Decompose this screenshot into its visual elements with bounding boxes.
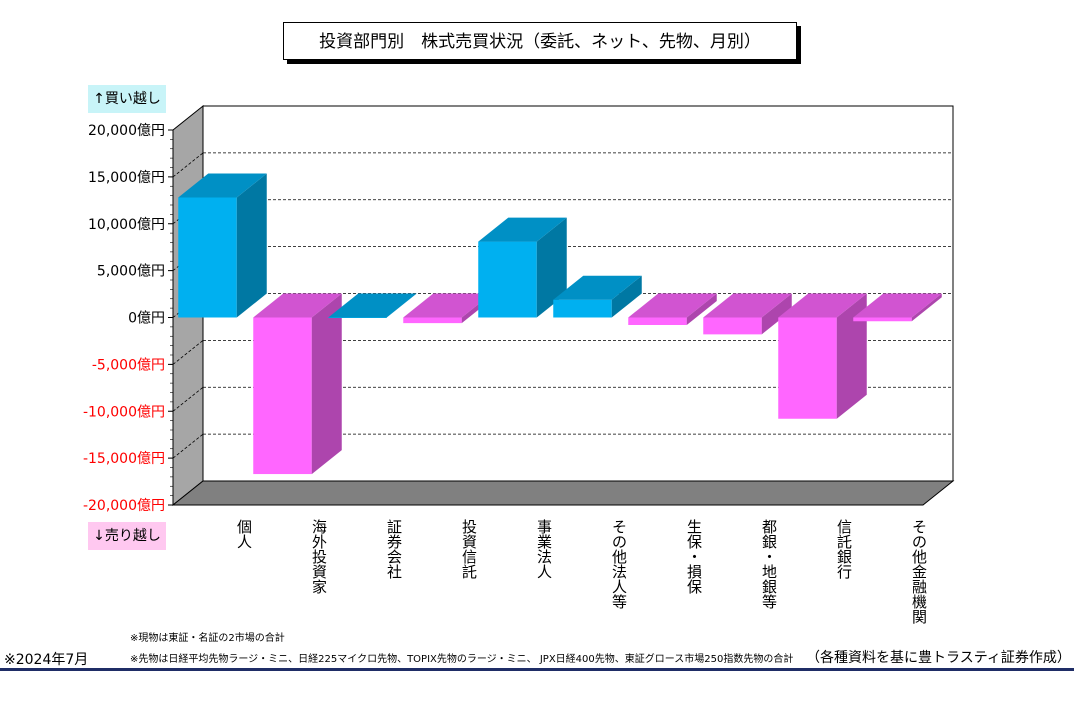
x-category-label: 個人 [237, 518, 252, 551]
bar [178, 173, 267, 318]
x-category-label: 信託銀行 [837, 518, 852, 581]
bar-front [778, 317, 837, 419]
y-tick-label: 10,000億円 [88, 217, 165, 233]
x-category-label: 事業法人 [537, 518, 552, 581]
bar-top [853, 293, 942, 318]
x-category-label: 生保・損保 [687, 518, 702, 596]
x-category-label: 都銀・地銀等 [762, 518, 777, 611]
bar-front [403, 317, 462, 324]
note-spot: ※現物は東証・名証の2市場の合計 [130, 633, 285, 644]
bar-side [911, 293, 942, 322]
x-category-label: 海外投資家 [312, 518, 327, 596]
bar-top [328, 293, 417, 318]
x-category-label: 投資信託 [462, 518, 477, 581]
gridline-side [172, 386, 204, 412]
bar-front [628, 317, 687, 325]
bar-front [178, 197, 237, 318]
bar [478, 217, 567, 318]
gridline-side [172, 433, 204, 459]
bar-side [236, 173, 267, 318]
bar-top [778, 293, 867, 318]
chart-title: 投資部門別 株式売買状況（委託、ネット、先物、月別） [283, 22, 797, 60]
chart-floor [171, 480, 955, 506]
y-tick-label: -20,000億円 [83, 498, 165, 514]
note-futures: ※先物は日経平均先物ラージ・ミニ、日経225マイクロ先物、TOPIX先物のラージ… [130, 654, 794, 665]
bar [553, 275, 642, 318]
bar-front [253, 317, 312, 475]
x-category-label: 証券会社 [387, 518, 402, 581]
bar-side [311, 293, 342, 475]
bar-front [703, 317, 762, 335]
bar [253, 293, 342, 475]
bar [628, 293, 717, 325]
y-tick-label: 5,000億円 [97, 264, 165, 280]
x-category-label: その他金融機関 [912, 518, 927, 626]
bar-top [628, 293, 717, 318]
bar-side [611, 275, 642, 318]
footer-date: ※2024年7月 [4, 652, 89, 668]
bar-top [703, 293, 792, 318]
y-tick-label: -5,000億円 [92, 357, 165, 373]
bar-front [853, 317, 912, 322]
bar-front [478, 241, 537, 318]
buy-over-label: ↑買い越し [88, 85, 166, 113]
gridline-side [172, 152, 204, 178]
bar [703, 293, 792, 335]
sell-over-label: ↓売り越し [88, 522, 166, 550]
bar-top [553, 275, 642, 300]
footer-source: （各種資料を基に豊トラスティ証券作成） [806, 650, 1071, 666]
bar-top [478, 217, 567, 242]
bar-side [836, 293, 867, 419]
bar-side [686, 293, 717, 325]
y-tick-label: -15,000億円 [83, 451, 165, 467]
bar-side [761, 293, 792, 335]
bar [328, 293, 417, 318]
bar-side [536, 217, 567, 318]
bar [778, 293, 867, 419]
gridline-side [172, 340, 204, 365]
bar-front [328, 317, 387, 318]
x-category-label: その他法人等 [612, 518, 627, 611]
y-tick-label: -10,000億円 [83, 404, 165, 420]
bar-top [253, 293, 342, 318]
bar-chart: 20,000億円 15,000億円 10,000億円 5,000億円 0億円 -5,000… [83, 104, 955, 626]
footer-rule [0, 668, 1074, 671]
bar-front [553, 299, 612, 318]
y-tick-label: 15,000億円 [88, 170, 165, 186]
bar [853, 293, 942, 322]
y-tick-label: 0億円 [128, 311, 165, 327]
bar-top [178, 173, 267, 198]
bar-top [403, 293, 492, 318]
y-tick-label: 20,000億円 [88, 123, 165, 139]
